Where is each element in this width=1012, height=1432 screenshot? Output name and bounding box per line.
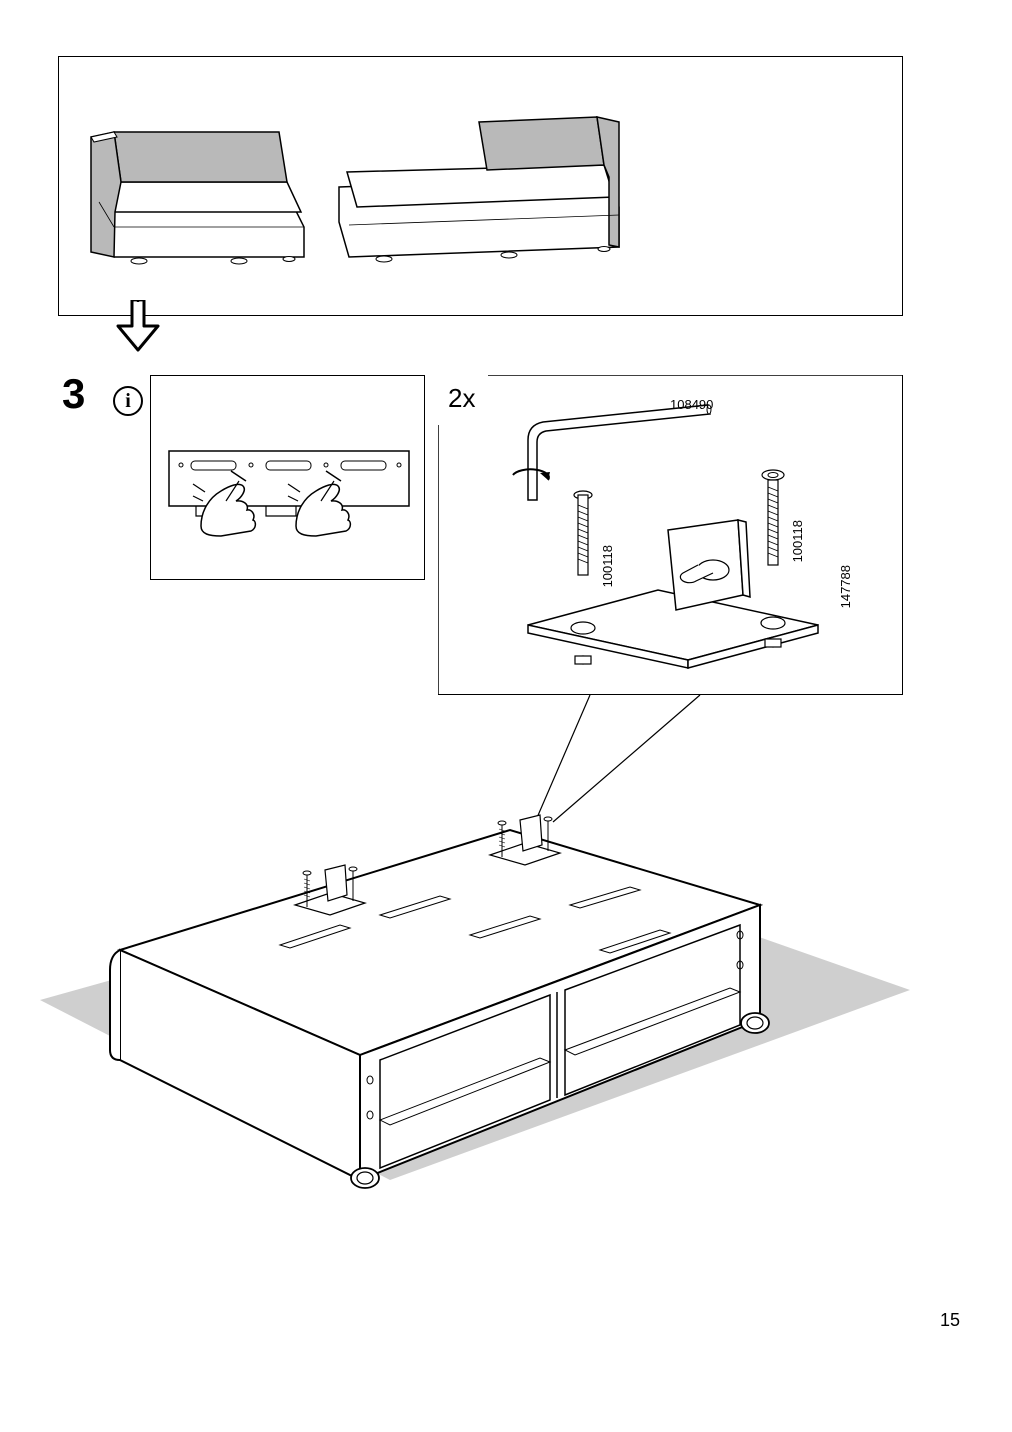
page-number: 15 [940,1310,960,1331]
main-assembly-svg [40,760,910,1210]
foot-front-right [741,1013,769,1033]
callout-lines [0,0,1012,1432]
page: 3 i [0,0,1012,1432]
foot-front-left [351,1168,379,1188]
base-frame [110,815,769,1188]
